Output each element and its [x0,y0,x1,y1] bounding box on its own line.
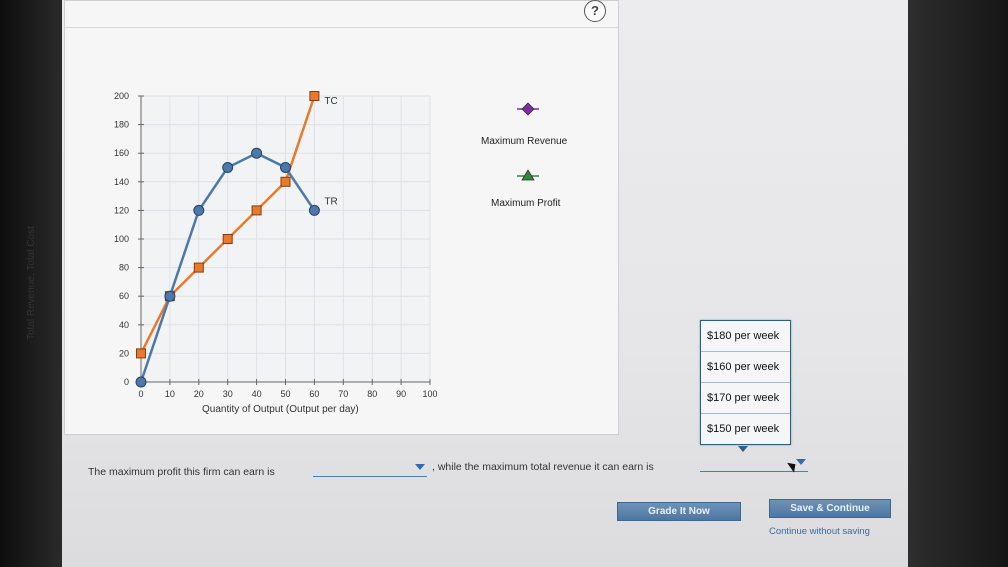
y-tick-label: 120 [114,205,129,215]
max-revenue-select[interactable] [700,455,808,472]
x-tick-label: 30 [223,389,233,399]
legend-max-revenue-label: Maximum Revenue [481,136,568,147]
y-tick-label: 200 [114,91,129,101]
x-tick-label: 60 [309,389,319,399]
legend-max-profit-label: Maximum Profit [491,198,561,209]
y-tick-label: 40 [119,320,129,330]
x-tick-label: 80 [367,389,377,399]
dropdown-option[interactable]: $180 per week [701,321,790,352]
triangle-icon[interactable] [521,169,535,181]
question-part1: The maximum profit this firm can earn is [88,466,275,478]
tc-point[interactable] [309,91,320,101]
x-axis-title: Quantity of Output (Output per day) [202,404,359,415]
y-tick-label: 140 [114,177,129,187]
answer-dropdown-list[interactable]: $180 per week $160 per week $170 per wee… [700,320,791,445]
series-label-tc: TC [324,96,337,107]
tc-point[interactable] [280,176,291,187]
tr-point[interactable] [251,147,263,159]
help-icon[interactable]: ? [584,0,606,22]
x-tick-label: 10 [165,389,175,399]
x-tick-label: 0 [138,389,143,399]
grade-it-now-button[interactable]: Grade It Now [617,502,741,521]
continue-without-saving-link[interactable]: Continue without saving [769,526,870,537]
y-tick-label: 0 [124,377,129,387]
chevron-down-icon[interactable] [415,464,425,470]
tr-point[interactable] [308,204,320,216]
dropdown-pointer-icon [738,446,748,452]
diamond-icon[interactable] [521,102,535,116]
tc-point[interactable] [251,205,262,216]
tr-point[interactable] [135,376,147,388]
monitor-bezel-left [0,0,62,567]
x-tick-label: 40 [252,389,262,399]
x-tick-label: 50 [280,389,290,399]
tc-point[interactable] [222,234,233,244]
chevron-down-icon[interactable] [796,459,806,465]
x-tick-label: 100 [422,389,437,399]
y-tick-label: 80 [119,263,129,273]
tr-point[interactable] [164,290,176,302]
x-tick-label: 20 [194,389,204,399]
y-tick-label: 160 [114,148,129,158]
dropdown-option[interactable]: $150 per week [707,423,780,435]
panel-header [65,1,618,28]
x-tick-label: 90 [396,389,406,399]
question-part2: , while the maximum total revenue it can… [432,461,654,473]
x-tick-label: 70 [338,389,348,399]
dropdown-option[interactable]: $160 per week [701,352,790,383]
y-tick-label: 180 [114,120,129,130]
tr-point[interactable] [222,162,234,173]
tc-point[interactable] [136,348,146,359]
y-axis-title: Total Revenue, Total Cost [26,226,37,340]
series-label-tr: TR [324,196,337,207]
tr-point[interactable] [280,162,291,173]
max-profit-select[interactable] [313,460,427,477]
tc-point[interactable] [193,262,204,273]
y-tick-label: 100 [114,234,129,244]
tr-point[interactable] [193,204,205,216]
monitor-bezel-right [908,0,1008,567]
dropdown-option[interactable]: $170 per week [701,383,790,414]
save-continue-button[interactable]: Save & Continue [769,499,891,518]
y-tick-label: 60 [119,291,129,301]
y-tick-label: 20 [119,348,129,358]
